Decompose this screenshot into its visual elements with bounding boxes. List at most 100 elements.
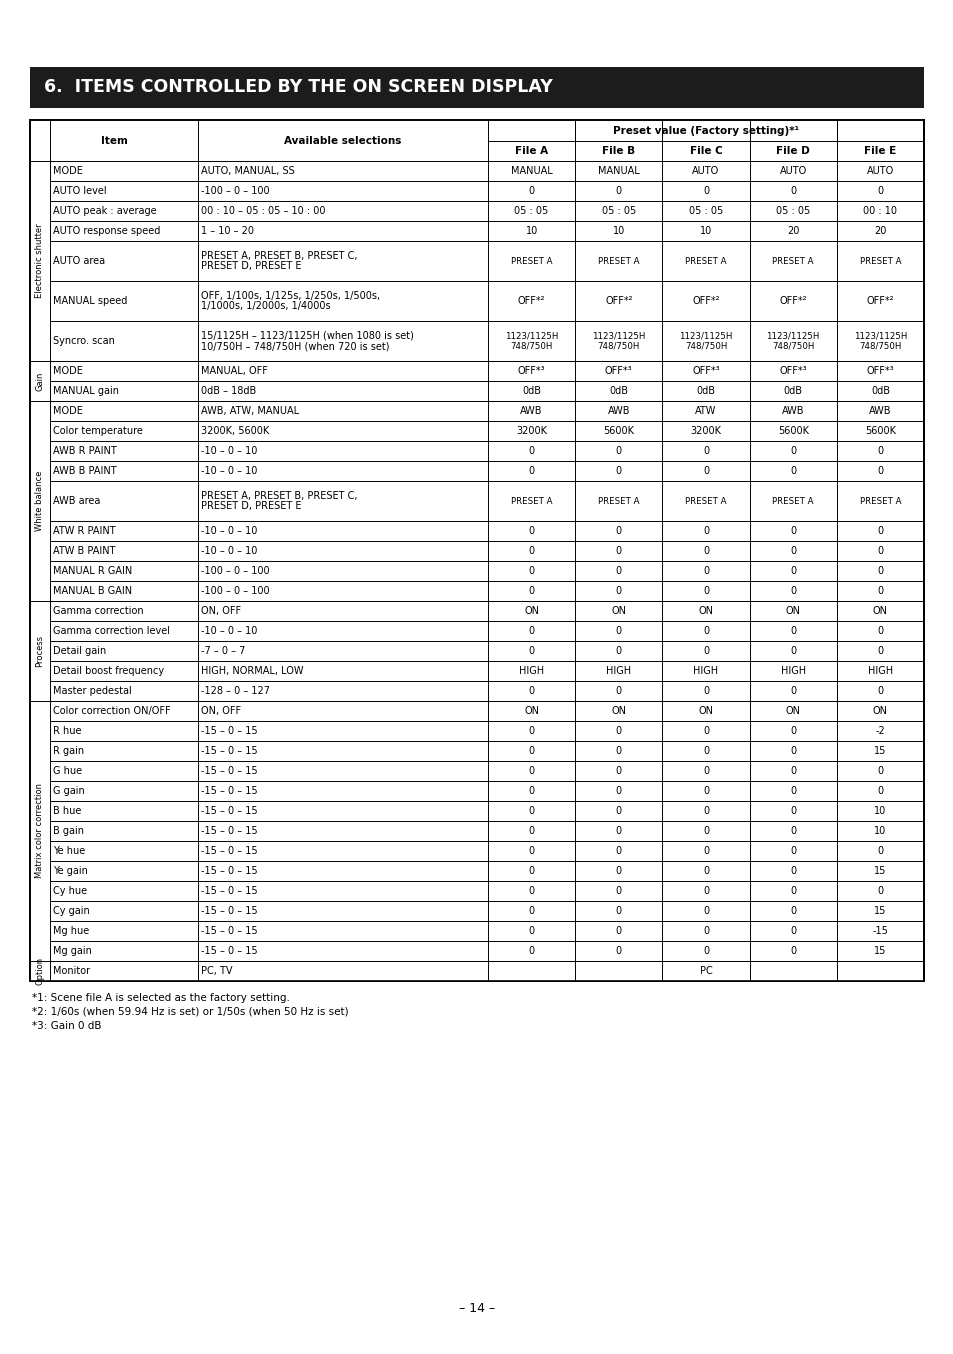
Text: 0dB: 0dB xyxy=(696,386,715,395)
Text: File A: File A xyxy=(515,146,548,156)
Text: 1123/1125H: 1123/1125H xyxy=(592,332,645,341)
Text: Process: Process xyxy=(35,635,45,668)
Text: 0: 0 xyxy=(702,626,708,636)
Text: 00 : 10: 00 : 10 xyxy=(862,206,897,217)
Text: 0: 0 xyxy=(702,867,708,876)
Text: 0dB: 0dB xyxy=(521,386,540,395)
Text: 0: 0 xyxy=(789,946,796,956)
Text: AUTO: AUTO xyxy=(779,167,806,176)
Text: 0: 0 xyxy=(877,586,882,596)
Text: White balance: White balance xyxy=(35,471,45,531)
Text: AWB: AWB xyxy=(781,406,803,416)
Text: 0: 0 xyxy=(789,766,796,776)
Text: 0: 0 xyxy=(877,445,882,456)
Text: B hue: B hue xyxy=(53,806,81,816)
Text: 0: 0 xyxy=(528,626,534,636)
Text: Electronic shutter: Electronic shutter xyxy=(35,223,45,298)
Text: 3200K: 3200K xyxy=(690,427,720,436)
Text: 0: 0 xyxy=(789,787,796,796)
Text: -10 – 0 – 10: -10 – 0 – 10 xyxy=(201,546,257,556)
Text: PRESET A, PRESET B, PRESET C,: PRESET A, PRESET B, PRESET C, xyxy=(201,490,357,501)
Text: -7 – 0 – 7: -7 – 0 – 7 xyxy=(201,646,245,655)
Text: MANUAL B GAIN: MANUAL B GAIN xyxy=(53,586,132,596)
Text: -100 – 0 – 100: -100 – 0 – 100 xyxy=(201,586,270,596)
Text: Mg hue: Mg hue xyxy=(53,926,90,936)
Text: -10 – 0 – 10: -10 – 0 – 10 xyxy=(201,466,257,477)
Text: AUTO, MANUAL, SS: AUTO, MANUAL, SS xyxy=(201,167,294,176)
Text: ON: ON xyxy=(611,607,625,616)
Text: 20: 20 xyxy=(786,226,799,236)
Text: 0: 0 xyxy=(528,826,534,835)
Text: -10 – 0 – 10: -10 – 0 – 10 xyxy=(201,525,257,536)
Text: *3: Gain 0 dB: *3: Gain 0 dB xyxy=(32,1021,101,1030)
Text: 0: 0 xyxy=(528,886,534,896)
Text: Item: Item xyxy=(100,135,128,145)
Text: 0: 0 xyxy=(615,566,621,575)
Text: 0: 0 xyxy=(789,867,796,876)
Text: PRESET A: PRESET A xyxy=(684,256,726,265)
Text: 05 : 05: 05 : 05 xyxy=(601,206,636,217)
Text: 0dB – 18dB: 0dB – 18dB xyxy=(201,386,256,395)
Text: MANUAL gain: MANUAL gain xyxy=(53,386,119,395)
Text: 748/750H: 748/750H xyxy=(771,341,814,351)
Text: Cy hue: Cy hue xyxy=(53,886,87,896)
Text: MANUAL: MANUAL xyxy=(510,167,552,176)
Text: ON, OFF: ON, OFF xyxy=(201,607,241,616)
Text: 0: 0 xyxy=(615,746,621,756)
Text: 0: 0 xyxy=(615,185,621,196)
Text: 0: 0 xyxy=(789,826,796,835)
Text: *2: 1/60s (when 59.94 Hz is set) or 1/50s (when 50 Hz is set): *2: 1/60s (when 59.94 Hz is set) or 1/50… xyxy=(32,1007,348,1017)
Text: 0: 0 xyxy=(789,445,796,456)
Text: 0: 0 xyxy=(528,566,534,575)
Text: 0: 0 xyxy=(615,787,621,796)
Text: 0: 0 xyxy=(615,686,621,696)
Text: 0: 0 xyxy=(789,806,796,816)
Text: 0: 0 xyxy=(615,886,621,896)
Text: -100 – 0 – 100: -100 – 0 – 100 xyxy=(201,185,270,196)
Text: 0: 0 xyxy=(615,806,621,816)
Text: 1 – 10 – 20: 1 – 10 – 20 xyxy=(201,226,253,236)
Text: 0: 0 xyxy=(528,445,534,456)
Text: 0: 0 xyxy=(528,726,534,737)
Text: OFF*³: OFF*³ xyxy=(865,366,893,376)
Text: -15 – 0 – 15: -15 – 0 – 15 xyxy=(201,826,257,835)
Text: 0: 0 xyxy=(528,185,534,196)
Text: -10 – 0 – 10: -10 – 0 – 10 xyxy=(201,626,257,636)
Text: 0: 0 xyxy=(615,826,621,835)
Text: 0: 0 xyxy=(528,766,534,776)
Text: 0: 0 xyxy=(877,787,882,796)
Text: MODE: MODE xyxy=(53,167,83,176)
Text: R hue: R hue xyxy=(53,726,81,737)
Text: 0: 0 xyxy=(702,586,708,596)
Text: -15 – 0 – 15: -15 – 0 – 15 xyxy=(201,766,257,776)
Text: 0: 0 xyxy=(702,886,708,896)
Text: 3200K: 3200K xyxy=(516,427,546,436)
Text: 0: 0 xyxy=(877,626,882,636)
Text: 0: 0 xyxy=(528,586,534,596)
Text: Cy gain: Cy gain xyxy=(53,906,90,917)
Text: 0: 0 xyxy=(702,787,708,796)
Text: 0: 0 xyxy=(702,726,708,737)
Text: MODE: MODE xyxy=(53,366,83,376)
Text: 0: 0 xyxy=(528,466,534,477)
Text: 0: 0 xyxy=(528,926,534,936)
Text: -15 – 0 – 15: -15 – 0 – 15 xyxy=(201,726,257,737)
Text: Ye hue: Ye hue xyxy=(53,846,85,856)
Text: 0: 0 xyxy=(615,646,621,655)
Text: 05 : 05: 05 : 05 xyxy=(514,206,548,217)
Text: 0: 0 xyxy=(615,626,621,636)
Text: 10: 10 xyxy=(873,806,885,816)
Text: 0: 0 xyxy=(615,525,621,536)
Text: ATW: ATW xyxy=(695,406,716,416)
Text: 0: 0 xyxy=(789,726,796,737)
Text: AUTO level: AUTO level xyxy=(53,185,107,196)
Text: 1123/1125H: 1123/1125H xyxy=(853,332,906,341)
Text: 0: 0 xyxy=(615,926,621,936)
Text: PRESET A: PRESET A xyxy=(859,497,901,505)
Text: 0: 0 xyxy=(702,946,708,956)
Text: File C: File C xyxy=(689,146,721,156)
Text: 0: 0 xyxy=(789,185,796,196)
Text: PRESET A, PRESET B, PRESET C,: PRESET A, PRESET B, PRESET C, xyxy=(201,250,357,261)
Text: 0: 0 xyxy=(702,546,708,556)
Text: 10: 10 xyxy=(525,226,537,236)
